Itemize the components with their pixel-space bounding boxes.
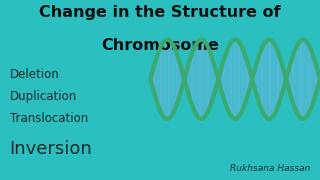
Text: Duplication: Duplication bbox=[10, 90, 77, 103]
Text: Deletion: Deletion bbox=[10, 68, 59, 81]
Text: Chromosome: Chromosome bbox=[101, 38, 219, 53]
Text: Translocation: Translocation bbox=[10, 112, 88, 125]
Text: Change in the Structure of: Change in the Structure of bbox=[39, 5, 281, 20]
Text: Inversion: Inversion bbox=[10, 140, 92, 158]
Text: Rukhsana Hassan: Rukhsana Hassan bbox=[230, 164, 310, 173]
